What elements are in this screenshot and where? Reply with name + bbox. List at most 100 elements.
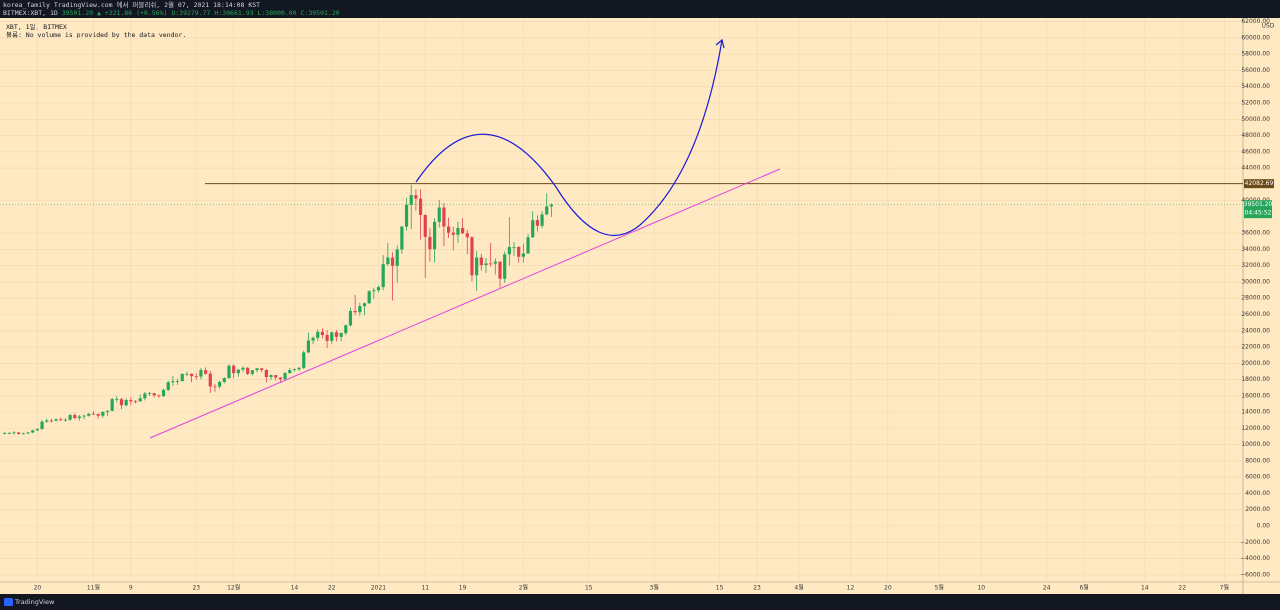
candle-body <box>129 400 133 402</box>
candle-body <box>470 237 474 276</box>
candle-body <box>475 257 479 276</box>
last-price-label: 39501.20 <box>1244 201 1273 208</box>
y-tick-label: 36000.00 <box>1241 230 1270 237</box>
candle-body <box>456 227 460 235</box>
candle-body <box>442 207 446 227</box>
x-tick-label: 6월 <box>1079 584 1088 592</box>
candle-body <box>59 419 63 421</box>
candle-body <box>447 226 451 233</box>
candle-body <box>362 303 367 307</box>
y-tick-label: 48000.00 <box>1241 132 1270 139</box>
candle-body <box>171 381 175 383</box>
candle-body <box>386 257 390 265</box>
candle-body <box>166 382 170 390</box>
candle-body <box>507 246 511 255</box>
candle-body <box>91 413 96 415</box>
y-tick-label: 8000.00 <box>1245 457 1270 464</box>
candle-body <box>213 386 217 388</box>
candle-body <box>302 352 306 368</box>
candle-body <box>297 367 301 370</box>
y-tick-label: 12000.00 <box>1241 425 1270 432</box>
countdown: 04:45:52 <box>1245 210 1272 217</box>
y-tick-label: 10000.00 <box>1241 441 1270 448</box>
candle-body <box>63 419 68 421</box>
projection-arrow <box>715 38 725 49</box>
x-tick-label: 5월 <box>935 584 944 592</box>
candle-body <box>274 375 278 378</box>
y-tick-label: 56000.00 <box>1241 67 1270 74</box>
brand[interactable]: TradingView <box>14 598 55 606</box>
candle-body <box>423 214 427 237</box>
candle-body <box>390 257 395 266</box>
candle-body <box>339 333 343 337</box>
candle-body <box>503 254 507 279</box>
x-tick-label: 20 <box>884 585 892 592</box>
candle-body <box>40 421 44 430</box>
candle-body <box>353 310 357 313</box>
level-label-box <box>1244 179 1274 189</box>
open: O:39279.77 <box>171 9 210 17</box>
candle-body <box>526 237 530 254</box>
close: C:39501.20 <box>301 9 340 17</box>
x-tick-label: 11 <box>421 585 429 592</box>
candle-body <box>45 420 49 422</box>
candle-body <box>432 221 437 250</box>
candle-body <box>418 198 423 215</box>
y-tick-label: 58000.00 <box>1241 51 1270 58</box>
candle-body <box>465 233 469 238</box>
y-tick-label: 2000.00 <box>1245 506 1270 513</box>
candle-body <box>138 398 142 402</box>
symbol: BITMEX:XBT, 1D <box>3 9 58 17</box>
candles <box>0 183 1243 435</box>
candle-body <box>358 306 362 313</box>
x-tick-label: 15 <box>585 585 593 592</box>
candle-body <box>204 370 208 374</box>
y-tick-label: 6000.00 <box>1245 474 1270 481</box>
candle-body <box>283 373 287 380</box>
symbol-line: BITMEX:XBT, 1D 39501.20 ▲ +221.86 (+0.56… <box>3 9 340 17</box>
candle-body <box>395 249 399 266</box>
candle-body <box>54 419 58 421</box>
y-tick-label: 50000.00 <box>1241 116 1270 123</box>
y-tick-label: −2000.00 <box>1240 539 1270 546</box>
candle-body <box>264 369 268 377</box>
candle-body <box>26 432 30 434</box>
candle-body <box>12 432 16 434</box>
candle-body <box>428 236 432 250</box>
candle-body <box>147 393 152 394</box>
candle-body <box>376 287 381 291</box>
candle-body <box>180 374 184 382</box>
candle-body <box>288 370 292 374</box>
candle-body <box>3 433 7 434</box>
candle-body <box>269 375 273 377</box>
y-tick-label: 22000.00 <box>1241 344 1270 351</box>
y-tick-label: −4000.00 <box>1240 555 1270 562</box>
y-tick-label: 44000.00 <box>1241 165 1270 172</box>
candle-body <box>236 369 240 374</box>
candle-body <box>161 389 166 397</box>
candle-body <box>521 253 525 257</box>
y-tick-label: 18000.00 <box>1241 376 1270 383</box>
header-bar <box>0 0 1280 18</box>
y-tick-label: 26000.00 <box>1241 311 1270 318</box>
candle-body <box>119 399 124 406</box>
x-tick-label: 3월 <box>650 584 659 592</box>
x-tick-label: 19 <box>459 585 467 592</box>
candle-body <box>157 395 161 397</box>
candle-body <box>208 373 212 387</box>
x-tick-label: 11월 <box>87 584 100 592</box>
candle-body <box>194 376 198 377</box>
candle-body <box>325 334 329 341</box>
y-tick-label: 60000.00 <box>1241 34 1270 41</box>
candle-body <box>461 227 465 234</box>
candle-body <box>545 206 549 215</box>
candle-body <box>479 257 483 266</box>
candle-body <box>185 373 189 375</box>
candle-body <box>531 220 535 238</box>
y-tick-label: 20000.00 <box>1241 360 1270 367</box>
candle-body <box>316 331 320 338</box>
publish-info: korea_family TradingView.com 에서 퍼블리쉬, 2월… <box>3 0 260 9</box>
footer-bar <box>0 594 1280 610</box>
candle-body <box>124 400 128 406</box>
